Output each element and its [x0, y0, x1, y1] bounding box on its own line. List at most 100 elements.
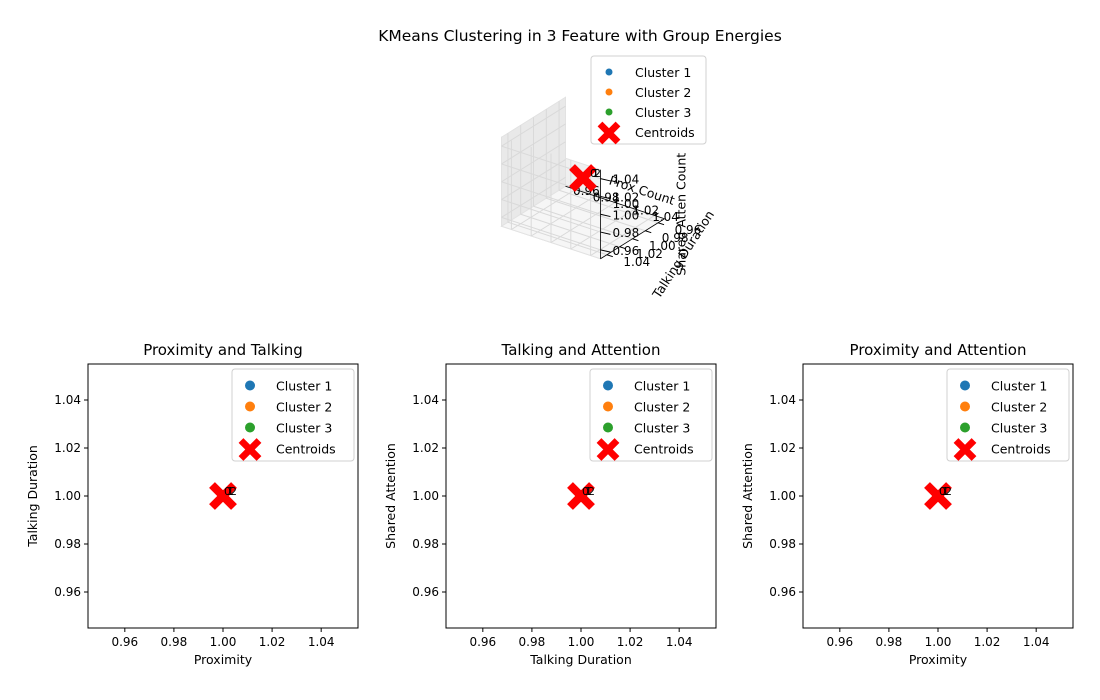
centroid-marker: [209, 482, 237, 510]
x-tick-label: 0.96: [469, 635, 496, 649]
x-axis-label: Talking Duration: [529, 652, 632, 667]
figure-title: KMeans Clustering in 3 Feature with Grou…: [378, 27, 782, 45]
x-tick-label: 1.04: [1023, 635, 1050, 649]
z-tick-mark: [600, 231, 611, 235]
z-axis-label: Shared Atten Count: [674, 153, 689, 276]
legend-marker-centroids: [238, 438, 262, 461]
legend-marker-centroids: [596, 438, 620, 461]
legend-label: Cluster 2: [635, 85, 691, 100]
y-tick-label: 1.04: [54, 393, 81, 407]
grid-line: [533, 205, 633, 240]
legend-box: [589, 368, 713, 462]
x-tick-label: 0.96: [826, 635, 853, 649]
y-tick-label: 0.98: [662, 231, 689, 245]
x-tick-mark: [614, 199, 620, 203]
y-axis-label: Shared Attention: [383, 443, 398, 549]
grid-line: [570, 208, 636, 250]
point-label: 2: [588, 485, 595, 498]
legend-marker-1: [603, 380, 613, 391]
legend-marker-1: [605, 68, 613, 76]
legend-label: Cluster 3: [634, 421, 690, 436]
y-tick-label: 0.98: [769, 537, 796, 551]
legend-label: Cluster 3: [635, 105, 691, 120]
legend-label: Centroids: [634, 442, 694, 457]
legend-label: Cluster 1: [991, 379, 1047, 394]
legend-marker-centroids: [597, 121, 621, 145]
legend-marker-2: [960, 401, 970, 412]
x-tick-label: 1.02: [632, 203, 659, 217]
x-tick-label: 1.04: [666, 635, 693, 649]
z-tick-label: 0.96: [613, 244, 640, 258]
z-tick-mark: [600, 249, 611, 253]
legend-label: Cluster 1: [634, 379, 690, 394]
z-tick-label: 1.02: [613, 190, 640, 204]
x-tick-label: 0.96: [111, 635, 138, 649]
y-tick-mark: [606, 254, 613, 258]
y-tick-label: 1.00: [54, 489, 81, 503]
z-tick-mark: [600, 178, 611, 182]
y-axis-label: Shared Attention: [740, 443, 755, 549]
panel-title: Talking and Attention: [501, 341, 661, 359]
scatter-plot-talking-attention: Talking and Attention 0.96 0.98 1.00 1.02 1.0…: [383, 341, 717, 667]
point-label: 1: [227, 485, 234, 498]
point-label: 2: [230, 485, 237, 498]
scatter-3d-plot: 0.960.981.001.021.040.960.981.001.021.04…: [500, 55, 717, 302]
legend-marker-centroids: [953, 438, 977, 461]
legend-box: [231, 368, 355, 462]
z-tick-mark: [600, 195, 611, 200]
legend-marker-3: [960, 422, 970, 433]
scatter-plot-proximity-talking: Proximity and Talking 0.96 0.98 1.00 1.02 1.0…: [25, 341, 359, 667]
x-tick-mark: [654, 212, 659, 216]
grid-line: [501, 163, 601, 197]
y-tick-label: 1.00: [412, 489, 439, 503]
centroid-marker: [567, 482, 595, 510]
point-label: 1: [592, 167, 599, 180]
legend-label: Cluster 1: [635, 65, 691, 80]
y-tick-label: 0.96: [769, 585, 796, 599]
legend-label: Centroids: [991, 442, 1051, 457]
legend-label: Cluster 2: [634, 400, 690, 415]
y-tick-label: 1.02: [412, 441, 439, 455]
point-label: 0: [582, 485, 589, 498]
y-tick-label: 0.96: [675, 223, 702, 237]
x-axis-label: Proximity: [194, 652, 253, 667]
z-tick-label: 0.98: [613, 226, 640, 240]
y-tick-mark: [632, 238, 639, 242]
legend-marker-3: [603, 422, 613, 433]
legend-box: [590, 55, 707, 145]
y-tick-label: 1.04: [412, 393, 439, 407]
scatter-plot-proximity-attention: Proximity and Attention 0.96 0.98 1.00 1.02 1…: [740, 341, 1074, 667]
grid-line: [501, 105, 566, 147]
point-label: 0: [939, 485, 946, 498]
x-tick-label: 1.00: [568, 635, 595, 649]
y-tick-label: 1.00: [769, 489, 796, 503]
point-label: 0: [224, 485, 231, 498]
y-tick-label: 1.02: [769, 441, 796, 455]
point-label: 2: [594, 167, 601, 180]
x-tick-label: 1.00: [210, 635, 237, 649]
y-tick-label: 1.00: [649, 239, 676, 253]
legend-label: Centroids: [635, 125, 695, 140]
x-tick-label: 1.02: [974, 635, 1001, 649]
x-tick-mark: [594, 193, 600, 197]
grid-line: [520, 213, 620, 248]
x-tick-mark: [634, 206, 639, 210]
legend-marker-2: [603, 401, 613, 412]
point-label: 1: [942, 485, 949, 498]
centroid-marker: [569, 164, 597, 192]
grid-line: [590, 215, 655, 256]
x-tick-label: 1.02: [259, 635, 286, 649]
legend-box: [946, 368, 1070, 462]
x-axis-label: Proximity: [909, 652, 968, 667]
x-tick-label: 1.00: [925, 635, 952, 649]
z-tick-label: 1.00: [613, 208, 640, 222]
legend-label: Cluster 2: [276, 400, 332, 415]
point-label: 2: [945, 485, 952, 498]
grid-line: [501, 181, 601, 215]
y-tick-label: 0.98: [412, 537, 439, 551]
legend-marker-1: [245, 380, 255, 391]
point-label: 1: [585, 485, 592, 498]
x-tick-label: 1.02: [617, 635, 644, 649]
y-tick-label: 1.02: [54, 441, 81, 455]
